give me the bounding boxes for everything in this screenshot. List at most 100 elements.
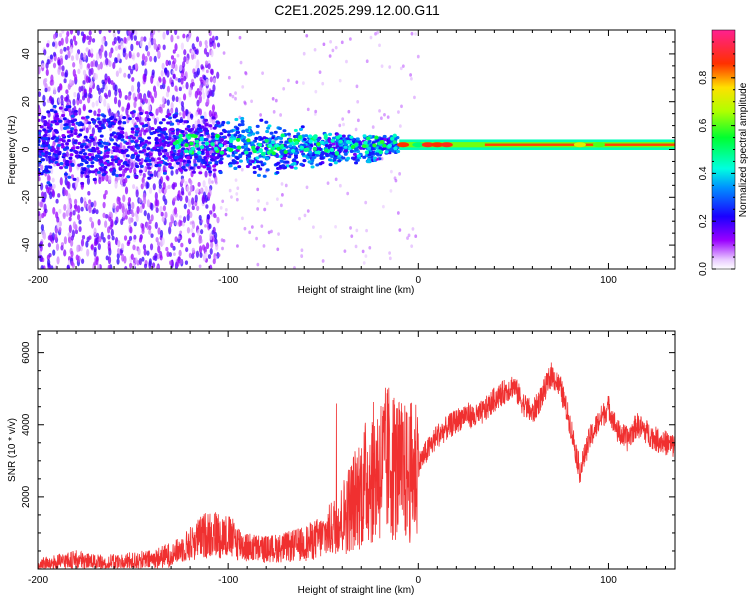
heatmap-cell bbox=[161, 216, 165, 223]
heatmap-cell bbox=[93, 110, 97, 116]
heatmap-cell bbox=[77, 68, 81, 75]
heatmap-cell bbox=[210, 49, 214, 58]
heatmap-cell bbox=[65, 105, 70, 109]
heatmap-cell bbox=[187, 237, 192, 243]
heatmap-cell bbox=[148, 41, 152, 49]
heatmap-cell bbox=[183, 75, 187, 82]
heatmap-cell bbox=[203, 161, 208, 165]
heatmap-cell bbox=[44, 169, 49, 173]
heatmap-cell bbox=[197, 229, 201, 237]
heatmap-cell bbox=[294, 134, 299, 139]
heatmap-cell bbox=[186, 124, 191, 129]
heatmap-cell bbox=[331, 48, 335, 53]
heatmap-cell bbox=[69, 153, 74, 157]
heatmap-cell bbox=[68, 224, 72, 234]
heatmap-cell bbox=[256, 262, 260, 267]
heatmap-cell bbox=[168, 226, 172, 235]
heatmap-cell bbox=[305, 185, 309, 190]
heatmap-cell bbox=[270, 146, 276, 151]
heatmap-cell bbox=[172, 149, 177, 153]
heatmap-cell bbox=[49, 127, 54, 131]
heatmap-cell bbox=[130, 43, 134, 52]
heatmap-cell bbox=[162, 31, 166, 40]
heatmap-cell bbox=[378, 109, 381, 113]
heatmap-cell bbox=[161, 130, 166, 135]
heatmap-cell bbox=[109, 138, 114, 142]
heatmap-cell bbox=[201, 244, 206, 251]
heatmap-cell bbox=[42, 101, 46, 107]
heatmap-cell bbox=[83, 201, 88, 209]
heatmap-cell bbox=[100, 123, 105, 128]
heatmap-cell bbox=[128, 235, 133, 241]
heatmap-cell bbox=[324, 141, 329, 145]
heatmap-cell bbox=[231, 94, 235, 99]
heatmap-cell bbox=[338, 139, 343, 144]
heatmap-cell bbox=[313, 47, 317, 52]
heatmap-cell bbox=[83, 88, 87, 94]
heatmap-cell bbox=[67, 207, 71, 214]
heatmap-cell bbox=[143, 75, 147, 83]
heatmap-cell bbox=[194, 111, 199, 117]
heatmap-cell bbox=[86, 35, 90, 41]
heatmap-cell bbox=[266, 126, 271, 130]
heatmap-cell bbox=[135, 164, 140, 169]
heatmap-cell bbox=[171, 146, 176, 150]
heatmap-cell bbox=[115, 174, 120, 178]
heatmap-cell bbox=[262, 174, 267, 178]
heatmap-cell bbox=[61, 133, 66, 138]
heatmap-cell bbox=[356, 154, 361, 158]
heatmap-cell bbox=[211, 152, 216, 156]
heatmap-cell bbox=[298, 216, 301, 221]
heatmap-cell bbox=[114, 180, 118, 189]
heatmap-cell bbox=[174, 144, 180, 149]
heatmap-cell bbox=[111, 171, 116, 176]
heatmap-cell bbox=[312, 225, 315, 229]
heatmap-cell bbox=[191, 220, 195, 224]
heatmap-cell bbox=[285, 160, 290, 164]
heatmap-cell bbox=[147, 176, 152, 180]
heatmap-cell bbox=[145, 152, 150, 157]
heatmap-cell bbox=[277, 126, 282, 131]
heatmap-cell bbox=[341, 156, 346, 160]
heatmap-cell bbox=[259, 113, 262, 117]
heatmap-cell bbox=[142, 181, 146, 187]
heatmap-cell bbox=[143, 210, 147, 217]
heatmap-cell bbox=[57, 152, 62, 156]
heatmap-cell bbox=[368, 245, 372, 250]
heatmap-cell bbox=[241, 151, 246, 155]
heatmap-cell bbox=[102, 236, 106, 243]
heatmap-cell bbox=[148, 91, 152, 99]
heatmap-cell bbox=[71, 122, 76, 126]
heatmap-cell bbox=[206, 214, 210, 220]
heatmap-cell bbox=[132, 184, 136, 190]
heatmap-cell bbox=[338, 146, 343, 150]
heatmap-cell bbox=[412, 142, 425, 148]
heatmap-cell bbox=[146, 118, 151, 122]
heatmap-cell bbox=[280, 193, 284, 197]
heatmap-cell bbox=[248, 151, 253, 156]
heatmap-cell bbox=[50, 136, 55, 141]
heatmap-cell bbox=[78, 99, 83, 105]
heatmap-cell bbox=[42, 144, 47, 148]
heatmap-cell bbox=[200, 115, 205, 119]
heatmap-cell bbox=[224, 208, 228, 212]
heatmap-cell bbox=[212, 168, 217, 172]
heatmap-cell bbox=[196, 188, 200, 193]
heatmap-cell bbox=[83, 135, 88, 139]
heatmap-cell bbox=[126, 102, 131, 111]
heatmap-cell bbox=[234, 91, 237, 95]
heatmap-cell bbox=[199, 134, 204, 138]
heatmap-cell bbox=[252, 165, 257, 170]
heatmap-cell bbox=[148, 258, 152, 267]
heatmap-cell bbox=[41, 191, 45, 198]
heatmap-cell bbox=[97, 218, 101, 226]
heatmap-cell bbox=[79, 162, 84, 166]
heatmap-cell bbox=[188, 87, 192, 94]
heatmap-cell bbox=[279, 159, 284, 163]
heatmap-cell bbox=[243, 100, 247, 105]
heatmap-cell bbox=[87, 152, 92, 157]
heatmap-cell bbox=[131, 77, 135, 82]
heatmap-cell bbox=[277, 232, 280, 236]
heatmap-cell bbox=[400, 104, 403, 109]
heatmap-cell bbox=[187, 113, 191, 122]
